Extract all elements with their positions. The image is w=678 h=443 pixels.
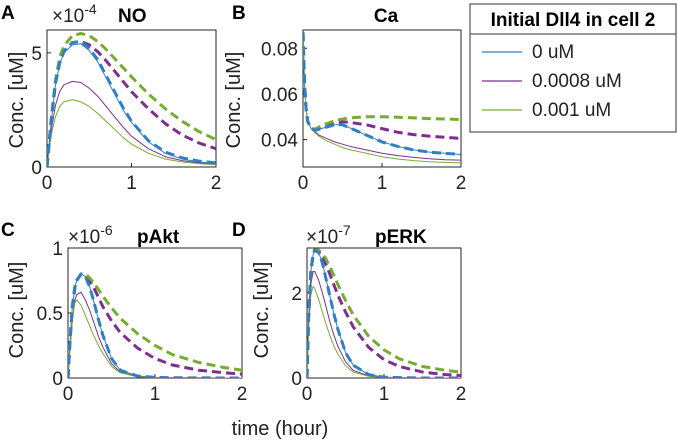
- x-tick-label: 0: [63, 384, 74, 405]
- legend-box: [469, 3, 677, 133]
- panel-no: A ×10-4 NO Conc. [uM] 0 1 2 0 5: [1, 1, 221, 194]
- x-tick-label: 1: [377, 173, 388, 194]
- series-line-perk-green-dashed: [307, 248, 461, 378]
- series-line-no-blue-solid: [47, 43, 216, 167]
- legend-title: Initial Dll4 in cell 2: [491, 10, 656, 31]
- x-tick-label: 1: [126, 173, 137, 194]
- legend-item-label: 0 uM: [532, 42, 574, 63]
- series-line-no-purple-dashed: [47, 39, 216, 167]
- series-line-perk-blue-dashed: [307, 248, 461, 378]
- series-line-pakt-blue-dashed: [68, 272, 242, 378]
- x-tick-label: 0: [298, 173, 309, 194]
- panel-label-a: A: [1, 3, 15, 24]
- panel-pakt: C ×10-6 pAkt Conc. [uM] 0 1 2 0 0.5 1: [1, 220, 247, 405]
- y-axis-label-a: Conc. [uM]: [6, 52, 28, 149]
- panel-ca: B Ca Conc. [uM] 0 1 2 0.04 0.06 0.08: [223, 3, 466, 194]
- series-line-perk-purple-solid: [307, 270, 461, 378]
- y-tick-label: 5: [31, 44, 42, 65]
- panel-perk: D ×10-7 pERK Conc. [uM] 0 1 2 0 2: [232, 220, 466, 405]
- y-axis-label-b: Conc. [uM]: [223, 52, 245, 149]
- multiplier-c: ×10-6: [68, 222, 113, 248]
- series-line-no-green-solid: [47, 99, 216, 167]
- x-tick-label: 2: [456, 173, 467, 194]
- legend: Initial Dll4 in cell 2 0 uM 0.0008 uM 0.00…: [469, 3, 677, 133]
- y-tick-label: 0.06: [261, 85, 298, 106]
- series-line-ca-blue-dashed: [303, 32, 461, 156]
- y-tick-label: 0: [52, 369, 63, 390]
- y-tick-label: 0.08: [261, 39, 298, 60]
- axes-box-no: [46, 29, 217, 168]
- panel-title-no: NO: [118, 6, 147, 27]
- multiplier-d: ×10-7: [306, 222, 351, 248]
- series-line-ca-green-dashed: [303, 32, 461, 131]
- multiplier-a: ×10-4: [52, 1, 97, 27]
- y-tick-label: 1: [52, 239, 63, 260]
- x-tick-label: 0: [302, 384, 313, 405]
- panel-label-b: B: [232, 3, 246, 24]
- x-tick-label: 2: [456, 384, 467, 405]
- y-tick-label: 0: [31, 158, 42, 179]
- y-tick-label: 0: [291, 369, 302, 390]
- x-tick-label: 2: [211, 173, 222, 194]
- legend-item-label: 0.001 uM: [532, 100, 611, 121]
- y-tick-label: 0.5: [37, 304, 63, 325]
- y-tick-label: 2: [291, 284, 302, 305]
- y-axis-label-c: Conc. [uM]: [6, 262, 28, 359]
- panel-title-pakt: pAkt: [137, 227, 180, 248]
- x-tick-label: 1: [150, 384, 161, 405]
- axes-box-pakt: [67, 247, 243, 379]
- series-line-perk-purple-dashed: [307, 248, 461, 378]
- x-axis-label: time (hour): [232, 418, 329, 440]
- series-line-pakt-green-solid: [68, 299, 242, 378]
- panel-title-ca: Ca: [374, 6, 399, 27]
- axes-box-ca: [302, 29, 462, 168]
- x-tick-label: 2: [237, 384, 248, 405]
- series-line-no-green-dashed: [47, 31, 216, 167]
- y-tick-label: 0.04: [261, 131, 298, 152]
- x-tick-label: 1: [379, 384, 390, 405]
- series-line-no-blue-dashed: [47, 39, 216, 167]
- panel-label-c: C: [1, 220, 15, 241]
- legend-item-label: 0.0008 uM: [532, 71, 622, 92]
- series-line-pakt-purple-dashed: [68, 272, 242, 378]
- panel-title-perk: pERK: [375, 227, 427, 248]
- y-axis-label-d: Conc. [uM]: [251, 262, 273, 359]
- x-tick-label: 0: [42, 173, 53, 194]
- panel-label-d: D: [232, 220, 246, 241]
- series-line-no-purple-solid: [47, 80, 216, 167]
